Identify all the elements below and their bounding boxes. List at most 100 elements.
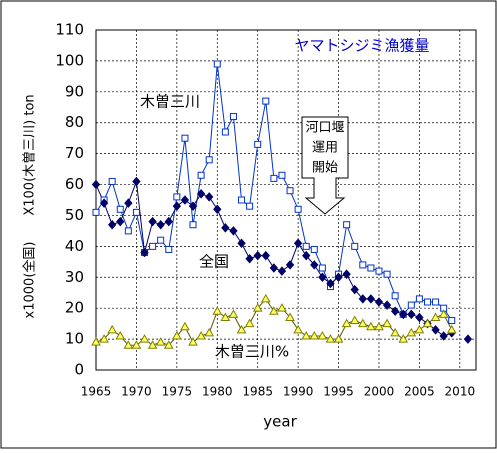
data-point [132, 208, 140, 216]
data-point [245, 253, 254, 264]
data-point [124, 198, 133, 208]
data-point [238, 196, 246, 204]
data-point [163, 340, 174, 349]
data-point [108, 177, 116, 185]
data-point [390, 327, 401, 337]
data-point [463, 334, 473, 344]
chart-title: ヤマトシジミ漁獲量 [294, 37, 429, 55]
y-tick-label: 30 [65, 268, 84, 286]
data-point [261, 250, 270, 261]
data-point [374, 297, 384, 307]
data-point [221, 223, 230, 233]
data-point [318, 272, 327, 283]
data-point [407, 301, 415, 309]
data-point [197, 171, 205, 179]
y-tick-label: 0 [74, 361, 84, 379]
data-point [205, 156, 213, 164]
data-point [342, 269, 351, 279]
data-point [366, 321, 376, 331]
data-point [277, 266, 287, 276]
data-point [91, 179, 101, 190]
data-point [431, 325, 440, 335]
data-point [181, 134, 189, 142]
data-point [286, 187, 294, 195]
callout [301, 116, 349, 215]
data-point [430, 312, 441, 321]
y-tick-label: 60 [65, 175, 84, 193]
data-point [415, 295, 423, 303]
data-point [107, 324, 118, 334]
data-point [366, 294, 376, 304]
data-point [140, 247, 149, 258]
data-point [341, 318, 352, 328]
data-point [423, 298, 431, 306]
data-point [350, 284, 359, 295]
data-point [188, 201, 198, 211]
data-point [229, 226, 238, 236]
data-point [349, 315, 360, 325]
x-tick-label: 2010 [445, 385, 476, 399]
data-point [132, 176, 141, 187]
data-point [229, 113, 237, 121]
data-point [422, 318, 433, 328]
data-point [156, 219, 165, 230]
data-point [367, 264, 375, 272]
data-point [244, 318, 255, 328]
data-point [448, 317, 456, 325]
data-point [334, 272, 343, 283]
data-point [115, 330, 126, 340]
data-point [310, 260, 319, 270]
data-point [318, 264, 326, 272]
data-point [205, 192, 214, 202]
data-point [301, 330, 312, 340]
x-tick-label: 2005 [404, 385, 435, 399]
data-point [147, 340, 158, 349]
data-point [294, 205, 302, 213]
data-point [358, 294, 367, 304]
series-label: 全国 [199, 253, 229, 271]
data-point [406, 327, 417, 337]
data-point [148, 216, 157, 227]
data-point [212, 306, 223, 315]
data-point [157, 236, 165, 244]
y-tick-label: 90 [65, 82, 84, 100]
data-point [310, 245, 318, 253]
y-tick-label: 20 [65, 299, 84, 317]
y-tick-label: 40 [65, 237, 84, 255]
data-point [343, 221, 351, 229]
data-point [196, 330, 206, 340]
data-point [123, 340, 134, 349]
data-point [246, 202, 254, 210]
data-point [293, 238, 303, 249]
annotation: 運用 [312, 141, 338, 156]
data-point [317, 330, 328, 340]
data-point [383, 270, 391, 278]
data-point [99, 198, 109, 208]
y-axis-title: X100(木曽三川) ton [23, 94, 38, 215]
data-point [325, 334, 336, 343]
data-point [269, 306, 279, 315]
annotation: 開始 [312, 161, 338, 176]
data-point [260, 293, 271, 303]
data-point [333, 334, 344, 343]
data-point [438, 309, 449, 318]
data-point [116, 205, 124, 213]
x-tick-label: 1970 [121, 385, 152, 399]
data-point [293, 324, 303, 334]
data-point [99, 334, 109, 343]
data-point [116, 216, 125, 227]
data-point [415, 312, 424, 323]
data-point [180, 321, 190, 331]
y-tick-label: 10 [65, 330, 84, 348]
data-point [221, 128, 229, 136]
annotation: 河口堰 [305, 121, 344, 136]
data-point [309, 330, 320, 340]
data-point [285, 312, 295, 321]
data-point [432, 298, 440, 306]
data-point [277, 303, 287, 312]
data-point [252, 303, 263, 312]
y-axis-title: x1000(全国) [22, 242, 38, 319]
data-point [357, 318, 368, 328]
data-point [237, 238, 246, 249]
data-point [228, 309, 239, 318]
